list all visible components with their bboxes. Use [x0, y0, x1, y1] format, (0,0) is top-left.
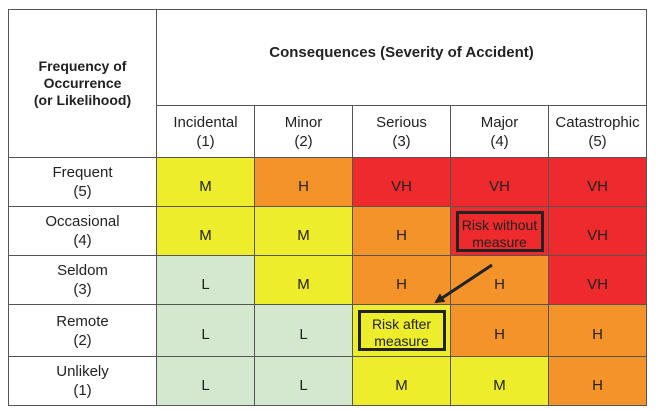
risk-cell: M: [254, 206, 353, 256]
risk-cell: VH: [548, 157, 647, 207]
row-name: Seldom: [57, 262, 108, 279]
risk-without-measure-box: Risk without measure: [455, 210, 544, 252]
risk-cell: H: [548, 356, 647, 406]
column-name: Incidental: [173, 113, 238, 131]
risk-cell: L: [254, 304, 353, 357]
frequency-header-line: Occurrence: [43, 75, 122, 91]
risk-cell: VH: [548, 255, 647, 305]
row-code: (1): [73, 382, 92, 399]
table-row: Seldom (3) L M H H VH: [8, 255, 647, 305]
row-header: Remote (2): [8, 304, 157, 357]
risk-cell: VH: [352, 157, 451, 207]
column-header: Major (4): [450, 105, 549, 158]
table-row: Frequent (5) M H VH VH VH: [8, 157, 647, 207]
column-name: Major: [480, 113, 519, 131]
risk-cell: L: [156, 356, 255, 406]
column-header: Serious (3): [352, 105, 451, 158]
risk-cell: L: [156, 255, 255, 305]
row-name: Remote: [56, 312, 109, 330]
row-code: (5): [73, 183, 92, 200]
table-row: Remote (2) L L Risk after measure H H: [8, 304, 647, 357]
risk-without-measure-cell: Risk without measure: [450, 206, 549, 256]
column-code: (2): [294, 132, 313, 150]
risk-cell: L: [156, 304, 255, 357]
column-header: Incidental (1): [156, 105, 255, 158]
row-header: Frequent (5): [8, 157, 157, 207]
risk-cell: H: [450, 304, 549, 357]
risk-cell: VH: [450, 157, 549, 207]
frequency-header-line: (or Likelihood): [33, 92, 132, 108]
risk-cell: VH: [548, 206, 647, 256]
risk-cell: L: [254, 356, 353, 406]
table-row: Unlikely (1) L L M M H: [8, 356, 647, 406]
annotation-line: measure: [374, 333, 429, 349]
risk-cell: H: [352, 206, 451, 256]
risk-cell: M: [254, 255, 353, 305]
column-code: (1): [196, 132, 215, 150]
row-name: Unlikely: [56, 363, 109, 380]
annotation-line: Risk without: [461, 216, 538, 233]
column-code: (5): [588, 132, 607, 150]
consequences-title: Consequences (Severity of Accident): [269, 43, 534, 61]
risk-after-measure-cell: Risk after measure: [352, 304, 451, 357]
risk-cell: M: [450, 356, 549, 406]
risk-after-measure-box: Risk after measure: [357, 310, 446, 351]
column-header: Minor (2): [254, 105, 353, 158]
column-code: (3): [392, 132, 411, 150]
frequency-header: Frequency of Occurrence (or Likelihood): [8, 9, 157, 158]
column-header: Catastrophic (5): [548, 105, 647, 158]
risk-cell: H: [352, 255, 451, 305]
risk-cell: M: [156, 206, 255, 256]
annotation-line: measure: [472, 233, 527, 250]
risk-cell: H: [548, 304, 647, 357]
column-name: Catastrophic: [555, 113, 640, 131]
risk-cell: H: [450, 255, 549, 305]
row-header: Seldom (3): [8, 255, 157, 305]
consequences-header: Consequences (Severity of Accident): [156, 9, 647, 106]
row-code: (2): [73, 331, 92, 349]
risk-cell: M: [352, 356, 451, 406]
column-name: Serious: [376, 113, 427, 131]
row-header: Occasional (4): [8, 206, 157, 256]
row-name: Occasional: [45, 213, 120, 230]
risk-cell: H: [254, 157, 353, 207]
row-code: (4): [73, 232, 92, 249]
row-name: Frequent: [52, 164, 113, 181]
annotation-line: Risk after: [371, 316, 432, 332]
column-name: Minor: [284, 113, 323, 131]
frequency-header-line: Frequency of: [38, 58, 127, 74]
row-code: (3): [73, 281, 92, 298]
risk-cell: M: [156, 157, 255, 207]
row-header: Unlikely (1): [8, 356, 157, 406]
table-row: Occasional (4) M M H Risk without measure VH: [8, 206, 647, 256]
column-code: (4): [490, 132, 509, 150]
risk-matrix: Frequency of Occurrence (or Likelihood) …: [8, 9, 647, 406]
